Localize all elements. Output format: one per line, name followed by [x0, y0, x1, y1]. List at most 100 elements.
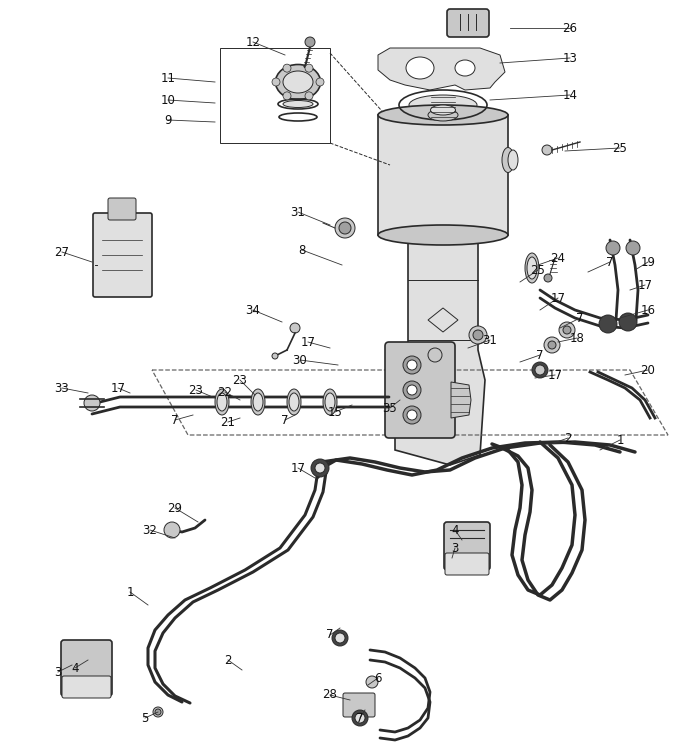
FancyBboxPatch shape: [447, 9, 489, 37]
Ellipse shape: [217, 393, 227, 411]
Text: 5: 5: [141, 711, 148, 725]
Text: 32: 32: [143, 524, 158, 536]
Text: 7: 7: [356, 711, 364, 725]
Text: 23: 23: [188, 384, 204, 396]
Text: 31: 31: [290, 206, 305, 218]
Circle shape: [305, 37, 315, 47]
Text: 2: 2: [564, 432, 572, 444]
Circle shape: [283, 64, 291, 72]
Ellipse shape: [508, 150, 518, 170]
Polygon shape: [378, 48, 505, 90]
FancyBboxPatch shape: [444, 522, 490, 570]
Circle shape: [355, 713, 365, 723]
Circle shape: [311, 459, 329, 477]
Bar: [378, 115, 508, 235]
Text: 35: 35: [383, 402, 398, 414]
Circle shape: [272, 78, 280, 86]
Circle shape: [335, 633, 345, 643]
Text: 27: 27: [55, 245, 69, 259]
Ellipse shape: [525, 253, 539, 283]
Text: 12: 12: [246, 35, 260, 49]
Circle shape: [403, 381, 421, 399]
Text: 33: 33: [55, 381, 69, 394]
Circle shape: [428, 348, 442, 362]
Ellipse shape: [502, 147, 514, 173]
FancyBboxPatch shape: [385, 342, 455, 438]
Circle shape: [403, 406, 421, 424]
Text: 20: 20: [640, 364, 655, 376]
Circle shape: [407, 385, 417, 395]
Text: 25: 25: [612, 141, 627, 155]
Text: 23: 23: [232, 373, 247, 387]
Ellipse shape: [251, 389, 265, 415]
Circle shape: [315, 463, 325, 473]
Ellipse shape: [289, 393, 299, 411]
Ellipse shape: [325, 393, 335, 411]
Circle shape: [366, 676, 378, 688]
Ellipse shape: [323, 389, 337, 415]
Circle shape: [407, 360, 417, 370]
Circle shape: [469, 326, 487, 344]
Circle shape: [339, 222, 351, 234]
Circle shape: [473, 330, 483, 340]
FancyBboxPatch shape: [108, 198, 136, 220]
Text: 28: 28: [323, 688, 337, 702]
Text: 2: 2: [224, 654, 232, 666]
Ellipse shape: [276, 64, 321, 99]
Text: 9: 9: [164, 114, 172, 126]
Circle shape: [535, 365, 545, 375]
Text: 13: 13: [563, 52, 578, 64]
Text: 21: 21: [220, 415, 235, 429]
Text: 34: 34: [246, 304, 260, 316]
Circle shape: [305, 64, 313, 72]
Circle shape: [548, 341, 556, 349]
Circle shape: [606, 241, 620, 255]
FancyBboxPatch shape: [445, 553, 489, 575]
Text: 19: 19: [640, 256, 655, 269]
Text: 30: 30: [293, 354, 307, 367]
Ellipse shape: [215, 389, 229, 415]
FancyBboxPatch shape: [93, 213, 152, 297]
Text: 4: 4: [452, 524, 458, 536]
Text: 4: 4: [71, 661, 78, 675]
Ellipse shape: [253, 393, 263, 411]
Ellipse shape: [283, 100, 313, 108]
Polygon shape: [395, 230, 485, 465]
Text: 1: 1: [126, 586, 134, 598]
Circle shape: [403, 356, 421, 374]
Circle shape: [332, 630, 348, 646]
Circle shape: [335, 218, 355, 238]
Polygon shape: [428, 308, 458, 332]
Circle shape: [84, 395, 100, 411]
Text: 17: 17: [111, 381, 125, 394]
Ellipse shape: [283, 71, 313, 93]
Text: 6: 6: [374, 672, 382, 684]
Text: 8: 8: [298, 244, 306, 257]
Text: 7: 7: [326, 628, 334, 642]
Text: 14: 14: [563, 88, 578, 102]
Bar: [220, 48, 330, 143]
Circle shape: [599, 315, 617, 333]
Ellipse shape: [428, 109, 458, 121]
Text: 17: 17: [300, 336, 316, 349]
Text: 11: 11: [160, 72, 176, 85]
Circle shape: [153, 707, 163, 717]
Ellipse shape: [406, 57, 434, 79]
Circle shape: [619, 313, 637, 331]
Text: 31: 31: [482, 334, 498, 346]
Text: 25: 25: [531, 263, 545, 277]
Circle shape: [626, 241, 640, 255]
Circle shape: [544, 337, 560, 353]
Polygon shape: [451, 382, 471, 418]
Text: 7: 7: [281, 414, 288, 426]
Text: 15: 15: [328, 405, 342, 418]
Circle shape: [155, 709, 161, 715]
Circle shape: [352, 710, 368, 726]
Circle shape: [290, 323, 300, 333]
Circle shape: [544, 274, 552, 282]
Text: 17: 17: [550, 292, 566, 304]
Circle shape: [563, 326, 571, 334]
Ellipse shape: [287, 389, 301, 415]
Circle shape: [542, 145, 552, 155]
Circle shape: [164, 522, 180, 538]
